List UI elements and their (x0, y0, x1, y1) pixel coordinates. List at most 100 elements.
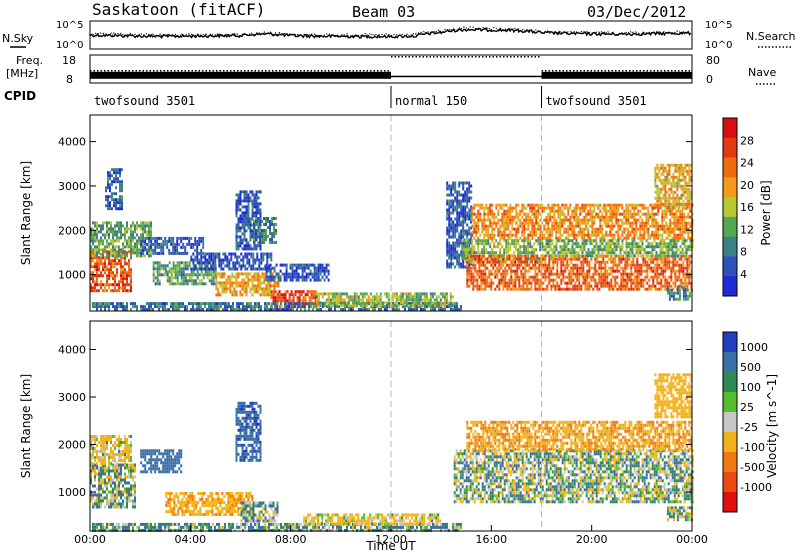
velocity-panel-region-8 (453, 449, 694, 504)
velocity-colorbar-tick: 500 (740, 361, 761, 374)
velocity-ylabel: Slant Range [km] (19, 374, 33, 478)
power-panel-region-17 (541, 239, 694, 258)
power-panel-region-2 (105, 168, 123, 211)
velocity-colorbar-tick: -500 (740, 461, 765, 474)
power-panel-region-0 (90, 250, 132, 293)
power-colorbar-tick: 16 (740, 201, 754, 214)
power-colorbar-label: Power [dB] (759, 180, 773, 245)
velocity-panel-colorbar-cell (723, 412, 737, 433)
power-panel-region-10 (265, 263, 330, 282)
noise-left-tick-top: 10^5 (56, 20, 83, 31)
power-colorbar-tick: 24 (740, 157, 754, 170)
freq-segment-2 (541, 71, 692, 79)
velocity-panel-region-1 (90, 435, 132, 465)
cpid-label-1: normal 150 (395, 94, 467, 108)
power-panel-region-8 (253, 217, 277, 244)
velocity-panel-colorbar-cell (723, 432, 737, 453)
velocity-colorbar-tick: -1000 (740, 481, 772, 494)
velocity-colorbar-tick: 1000 (740, 341, 768, 354)
power-panel-ytick-label: 1000 (58, 269, 86, 282)
power-colorbar-tick: 12 (740, 223, 754, 236)
date-title: 03/Dec/2012 (587, 3, 686, 21)
velocity-panel-ytick-label: 2000 (58, 439, 86, 452)
velocity-panel-colorbar-cell (723, 372, 737, 393)
velocity-panel-region-7 (303, 513, 442, 526)
velocity-panel-region-2 (140, 449, 183, 474)
noise-right-tick-bottom: 10^0 (705, 40, 732, 51)
cpid-label: CPID (4, 89, 36, 103)
power-panel-ytick-label: 3000 (58, 180, 86, 193)
beam-title: Beam 03 (352, 3, 415, 21)
nave-label: Nave (748, 66, 776, 79)
cpid-panel: CPID twofsound 3501 normal 150 twofsound 3… (4, 86, 647, 108)
power-colorbar-tick: 8 (740, 246, 747, 259)
nsearch-label: N.Search (746, 30, 796, 43)
power-panel-ytick-label: 4000 (58, 136, 86, 149)
velocity-panel-region-10 (654, 373, 693, 419)
power-colorbar-tick: 28 (740, 134, 754, 147)
velocity-panel-region-0 (90, 463, 136, 509)
xtick-label: 08:00 (275, 533, 307, 546)
velocity-panel-colorbar-cell (723, 332, 737, 353)
xtick-label: 12:00 (375, 533, 407, 546)
power-colorbar-tick: 4 (740, 268, 747, 281)
power-panel-region-16 (471, 203, 694, 240)
velocity-panel-colorbar-cell (723, 352, 737, 373)
velocity-panel-ytick-label: 4000 (58, 344, 86, 357)
power-panel-colorbar-cell (723, 137, 737, 159)
velocity-colorbar-tick: -100 (740, 441, 765, 454)
power-ylabel: Slant Range [km] (19, 161, 33, 265)
power-panel-region-12 (315, 292, 454, 308)
power-panel: Slant Range [km] 1000 2000 3000 4000 4 8 12 16… (19, 114, 773, 312)
noise-left-tick-bottom: 10^0 (56, 40, 83, 51)
power-panel-colorbar-cell (723, 216, 737, 238)
nsky-label: N.Sky (2, 32, 34, 45)
velocity-colorbar-tick: -25 (740, 421, 758, 434)
xtick-label: 04:00 (174, 533, 206, 546)
freq-left-tick-bottom: 8 (66, 73, 73, 86)
power-panel-colorbar-cell (723, 236, 737, 257)
power-panel-region-3 (140, 236, 205, 255)
power-panel-frame (89, 114, 693, 312)
power-panel-colorbar-cell (723, 256, 737, 277)
cpid-label-2: twofsound 3501 (546, 94, 647, 108)
xtick-label: 00:00 (676, 533, 708, 546)
xtick-label: 00:00 (74, 533, 106, 546)
velocity-panel-colorbar-cell (723, 472, 737, 493)
velocity-panel-colorbar-cell (723, 452, 737, 473)
power-panel-colorbar-cell (723, 157, 737, 178)
power-panel-region-5 (190, 252, 273, 271)
freq-segment-0 (90, 71, 391, 79)
velocity-panel-region-3 (165, 492, 254, 516)
power-panel-colorbar-cell (723, 118, 737, 139)
velocity-colorbar-tick: 25 (740, 401, 754, 414)
velocity-panel-ytick-label: 3000 (58, 391, 86, 404)
power-panel-region-19 (666, 285, 693, 301)
freq-left-tick-top: 18 (62, 54, 76, 67)
velocity-panel-region-4 (235, 401, 262, 462)
xtick-label: 20:00 (576, 533, 608, 546)
velocity-panel-ytick-label: 1000 (58, 486, 86, 499)
velocity-panel-colorbar-cell (723, 392, 737, 413)
station-title: Saskatoon (fitACF) (92, 0, 265, 19)
power-panel-colorbar-frame (722, 117, 738, 297)
xtick-label: 16:00 (475, 533, 507, 546)
velocity-panel-region-11 (666, 506, 693, 522)
velocity-xlabel: Time UT (365, 539, 416, 553)
velocity-panel-region-9 (466, 420, 693, 451)
freq-label-line1: Freq. (16, 54, 43, 67)
velocity-panel-colorbar-frame (722, 331, 738, 513)
noise-series-nsky (89, 27, 692, 40)
velocity-panel-colorbar-cell (723, 492, 737, 513)
power-colorbar-tick: 20 (740, 179, 754, 192)
velocity-panel-region-5 (240, 501, 279, 523)
freq-label-line2: [MHz] (6, 67, 38, 80)
velocity-colorbar-label: Velocity [m s^-1] (765, 374, 779, 478)
power-panel-ytick-label: 2000 (58, 224, 86, 237)
power-panel-region-1 (90, 221, 152, 258)
noise-right-tick-top: 10^5 (705, 20, 732, 31)
nave-right-tick-bottom: 0 (706, 73, 713, 86)
power-panel-region-18 (654, 163, 693, 209)
noise-panel: N.Sky 10^5 10^0 10^5 10^0 N.Search (2, 20, 796, 51)
